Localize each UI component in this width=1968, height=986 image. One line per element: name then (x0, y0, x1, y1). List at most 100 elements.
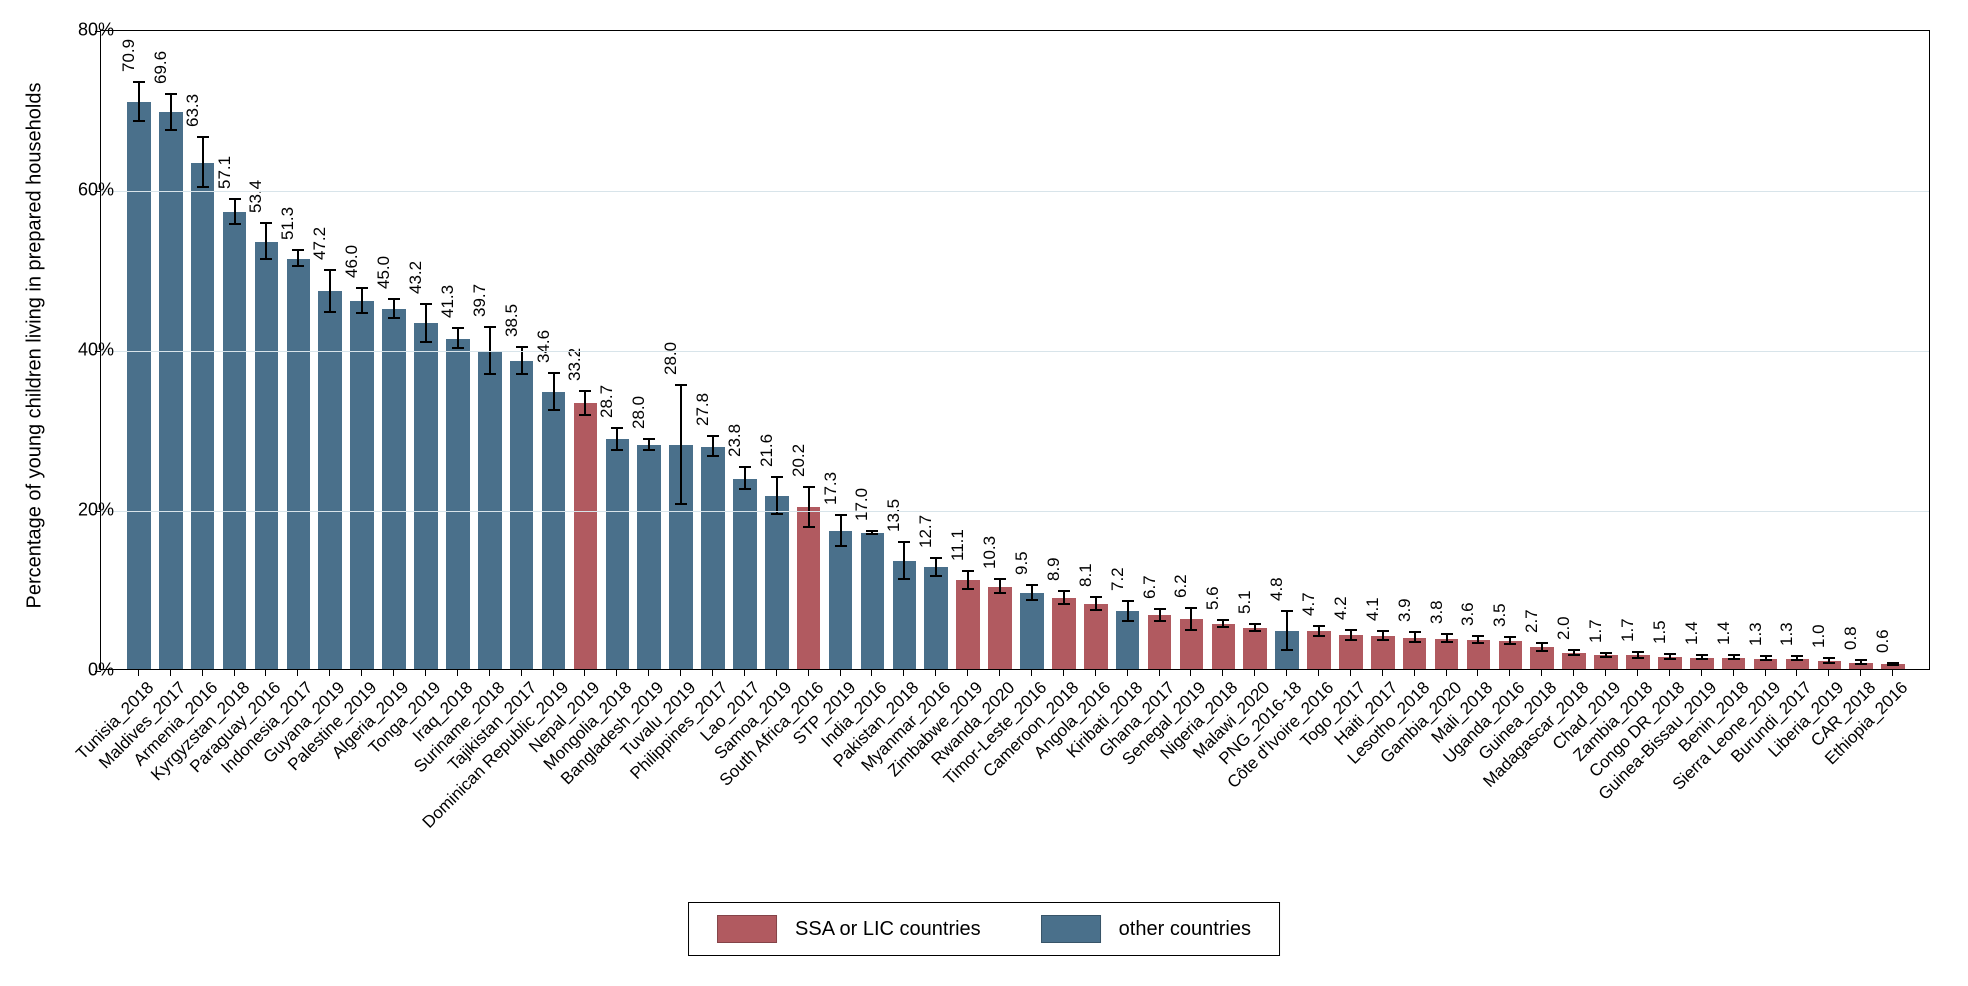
bar-slot: 8.9 (1052, 31, 1076, 669)
bar-value-label: 2.0 (1554, 616, 1574, 640)
x-tick-mark (1669, 670, 1670, 676)
bar-slot: 8.1 (1084, 31, 1108, 669)
bar-value-label: 53.4 (246, 180, 266, 213)
x-tick-mark (170, 670, 171, 676)
bar-value-label: 34.6 (534, 330, 554, 363)
bar-slot: 46.0 (350, 31, 374, 669)
y-axis-title-text: Percentage of young children living in p… (24, 82, 47, 608)
bar-slot: 1.3 (1786, 31, 1810, 669)
bar-value-label: 5.1 (1235, 591, 1255, 615)
x-tick-mark (1159, 670, 1160, 676)
bar-value-label: 4.8 (1267, 577, 1287, 601)
bar-value-label: 38.5 (502, 304, 522, 337)
bar-value-label: 1.3 (1777, 623, 1797, 647)
bar-slot: 63.3 (191, 31, 215, 669)
bar (191, 163, 215, 669)
bar-slot: 1.3 (1754, 31, 1778, 669)
bar (1243, 628, 1267, 669)
bar (701, 447, 725, 669)
x-tick-mark (457, 670, 458, 676)
legend-label-other: other countries (1119, 918, 1251, 941)
bar-value-label: 2.7 (1522, 609, 1542, 633)
bar-slot: 17.0 (861, 31, 885, 669)
bar (255, 242, 279, 669)
x-tick-mark (265, 670, 266, 676)
bar-slot: 5.6 (1212, 31, 1236, 669)
bar (446, 339, 470, 669)
bar (223, 212, 247, 669)
bar-value-label: 1.7 (1618, 619, 1638, 643)
bar-slot: 39.7 (478, 31, 502, 669)
bar-value-label: 1.0 (1809, 624, 1829, 648)
x-tick-mark (1446, 670, 1447, 676)
bar-value-label: 11.1 (948, 529, 968, 561)
gridline (101, 351, 1929, 352)
bar-slot: 38.5 (510, 31, 534, 669)
bar-value-label: 46.0 (342, 245, 362, 278)
bar-slot: 43.2 (414, 31, 438, 669)
bar-value-label: 70.9 (119, 39, 139, 72)
x-tick-mark (297, 670, 298, 676)
bar-value-label: 3.9 (1395, 599, 1415, 623)
x-axis-labels: Tunisia_2018Maldives_2017Armenia_2016Kyr… (100, 670, 1930, 870)
bar-slot: 13.5 (893, 31, 917, 669)
bar-slot: 23.8 (733, 31, 757, 669)
bar (414, 323, 438, 669)
x-tick-mark (1286, 670, 1287, 676)
bar-value-label: 45.0 (374, 256, 394, 289)
bar-slot: 12.7 (924, 31, 948, 669)
bar (318, 291, 342, 669)
x-tick-mark (1573, 670, 1574, 676)
bar-slot: 45.0 (382, 31, 406, 669)
bar (637, 445, 661, 669)
x-tick-mark (553, 670, 554, 676)
x-tick-mark (138, 670, 139, 676)
x-tick-mark (1860, 670, 1861, 676)
bar (765, 496, 789, 669)
bar-slot: 51.3 (287, 31, 311, 669)
x-tick-mark (744, 670, 745, 676)
bar-value-label: 7.2 (1108, 567, 1128, 591)
x-tick-mark (840, 670, 841, 676)
bar-value-label: 63.3 (183, 94, 203, 127)
bar-slot: 70.9 (127, 31, 151, 669)
bar-value-label: 6.2 (1171, 575, 1191, 599)
bar (1084, 604, 1108, 669)
bar-value-label: 3.8 (1427, 600, 1447, 624)
bar-slot: 4.8 (1275, 31, 1299, 669)
bar (797, 507, 821, 669)
legend-swatch-other (1041, 915, 1101, 943)
legend-item-ssa-lic: SSA or LIC countries (717, 915, 981, 943)
bar-value-label: 6.7 (1140, 575, 1160, 599)
legend-swatch-ssa-lic (717, 915, 777, 943)
bar-slot: 27.8 (701, 31, 725, 669)
bar-slot: 7.2 (1116, 31, 1140, 669)
x-tick-mark (967, 670, 968, 676)
y-tick-label: 80% (70, 20, 114, 41)
bar-slot: 3.8 (1435, 31, 1459, 669)
x-tick-mark (1318, 670, 1319, 676)
x-tick-mark (776, 670, 777, 676)
x-tick-mark (935, 670, 936, 676)
bar-value-label: 0.8 (1841, 627, 1861, 651)
bar (1212, 624, 1236, 669)
x-tick-mark (903, 670, 904, 676)
x-tick-mark (489, 670, 490, 676)
bar (287, 259, 311, 669)
x-tick-mark (234, 670, 235, 676)
bar-slot: 69.6 (159, 31, 183, 669)
x-tick-mark (1828, 670, 1829, 676)
x-tick-mark (1541, 670, 1542, 676)
bar-slot: 53.4 (255, 31, 279, 669)
bar-slot: 1.4 (1690, 31, 1714, 669)
bar-value-label: 28.0 (629, 396, 649, 429)
bar (1371, 636, 1395, 669)
bar (956, 580, 980, 669)
x-tick-mark (393, 670, 394, 676)
bar-slot: 28.0 (637, 31, 661, 669)
bar-value-label: 1.4 (1682, 622, 1702, 646)
x-tick-mark (1254, 670, 1255, 676)
y-tick-label: 20% (70, 500, 114, 521)
bar (382, 309, 406, 669)
bar (350, 301, 374, 669)
